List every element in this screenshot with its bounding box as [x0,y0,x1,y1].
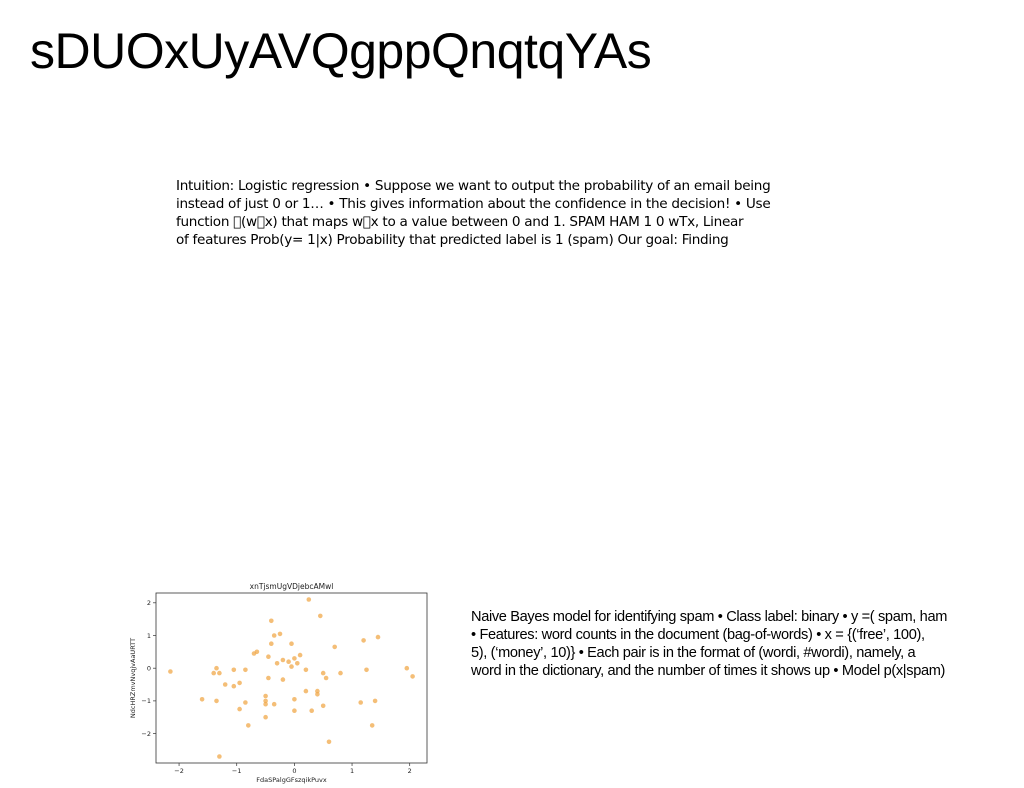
scatter-point [292,708,297,713]
scatter-point [289,664,294,669]
scatter-point [237,706,242,712]
y-tick-label: 1 [147,632,151,640]
slide-title: sDUOxUyAVQgppQnqtqYAs [30,23,652,79]
scatter-point [306,597,312,602]
scatter-point [231,683,237,689]
y-axis-label: NdcHRZmvNvqjvAaURTT [129,638,137,718]
scatter-point [211,670,216,676]
scatter-point [332,644,337,650]
scatter-point [222,682,228,687]
x-tick-label: −1 [232,767,242,775]
scatter-point [168,669,173,674]
scatter-point [361,638,366,643]
scatter-point [263,698,268,704]
scatter-point [266,654,271,659]
x-tick-label: 2 [408,767,412,775]
x-tick-label: 0 [292,767,296,775]
scatter-point [277,631,283,637]
scatter-point [320,670,326,676]
scatter-point [323,675,329,681]
scatter-point [266,675,271,681]
y-tick-label: 2 [147,599,151,607]
scatter-point [292,656,297,661]
scatter-point [315,692,320,697]
scatter-point [231,667,237,673]
scatter-point [297,652,303,658]
scatter-point [243,700,248,705]
scatter-point [269,641,274,646]
x-tick-label: 1 [350,767,354,775]
plot-frame [155,592,428,764]
scatter-point [243,667,248,673]
scatter-point [303,688,309,694]
text-line: instead of just 0 or 1… • This gives inf… [176,196,771,212]
scatter-point [237,680,242,686]
logistic-regression-text: Intuition: Logistic regression • Suppose… [176,177,836,249]
scatter-point [199,697,205,702]
scatter-point [274,661,280,666]
text-line: function  (w x) that maps w x to a value… [176,214,744,230]
scatter-point [320,703,326,709]
scatter-point [338,670,343,676]
y-tick-label: 0 [147,664,151,672]
scatter-point [404,665,410,671]
chart-title: xnTjsmUgVDjebcAMwl [250,582,334,591]
text-line: of features Prob(y= 1|x) Probability tha… [176,232,729,248]
scatter-point [217,754,222,759]
y-tick-label: −2 [141,730,151,738]
scatter-point [286,659,291,664]
text-line: Intuition: Logistic regression • Suppose… [176,178,771,194]
scatter-point [358,700,363,705]
scatter-point [271,701,277,707]
scatter-point [410,674,415,679]
scatter-point [246,723,251,728]
scatter-point [326,739,332,745]
scatter-plot-figure: −2 −1 0 1 2 −2 −1 0 1 2 xnTjsmUgVDjebcAMwl FdaSPalg… [125,578,435,786]
scatter-plot: −2 −1 0 1 2 −2 −1 0 1 2 xnTjsmUgVDjebcAMwl FdaSPalg… [129,582,428,784]
x-tick-label: −2 [174,767,184,775]
scatter-point [269,618,274,624]
scatter-point [372,698,378,704]
text-line: 5), (‘money’, 10)} • Each pair is in the… [471,645,916,661]
scatter-point [263,714,268,720]
scatter-point [263,701,268,707]
text-line: word in the dictionary, and the number o… [471,663,946,679]
scatter-point [315,688,320,694]
scatter-point [214,665,219,671]
scatter-point [271,633,277,638]
text-line: • Features: word counts in the document … [471,627,925,643]
scatter-point [295,661,300,666]
scatter-point [318,613,323,619]
scatter-point [251,651,257,656]
scatter-point [280,657,286,663]
scatter-point [364,667,369,673]
scatter-point [280,677,286,682]
scatter-point [263,693,268,699]
scatter-point [292,697,297,702]
x-axis-label: FdaSPalgGFszqikPuvx [256,776,327,784]
scatter-point [369,723,375,728]
y-tick-label: −1 [141,697,151,705]
scatter-point [217,670,222,676]
scatter-point [303,667,309,673]
naive-bayes-text: Naive Bayes model for identifying spam •… [471,608,1024,680]
scatter-point [309,708,314,713]
scatter-point [214,698,219,704]
scatter-point [289,641,294,646]
scatter-point [375,634,381,640]
text-line: Naive Bayes model for identifying spam •… [471,609,948,625]
